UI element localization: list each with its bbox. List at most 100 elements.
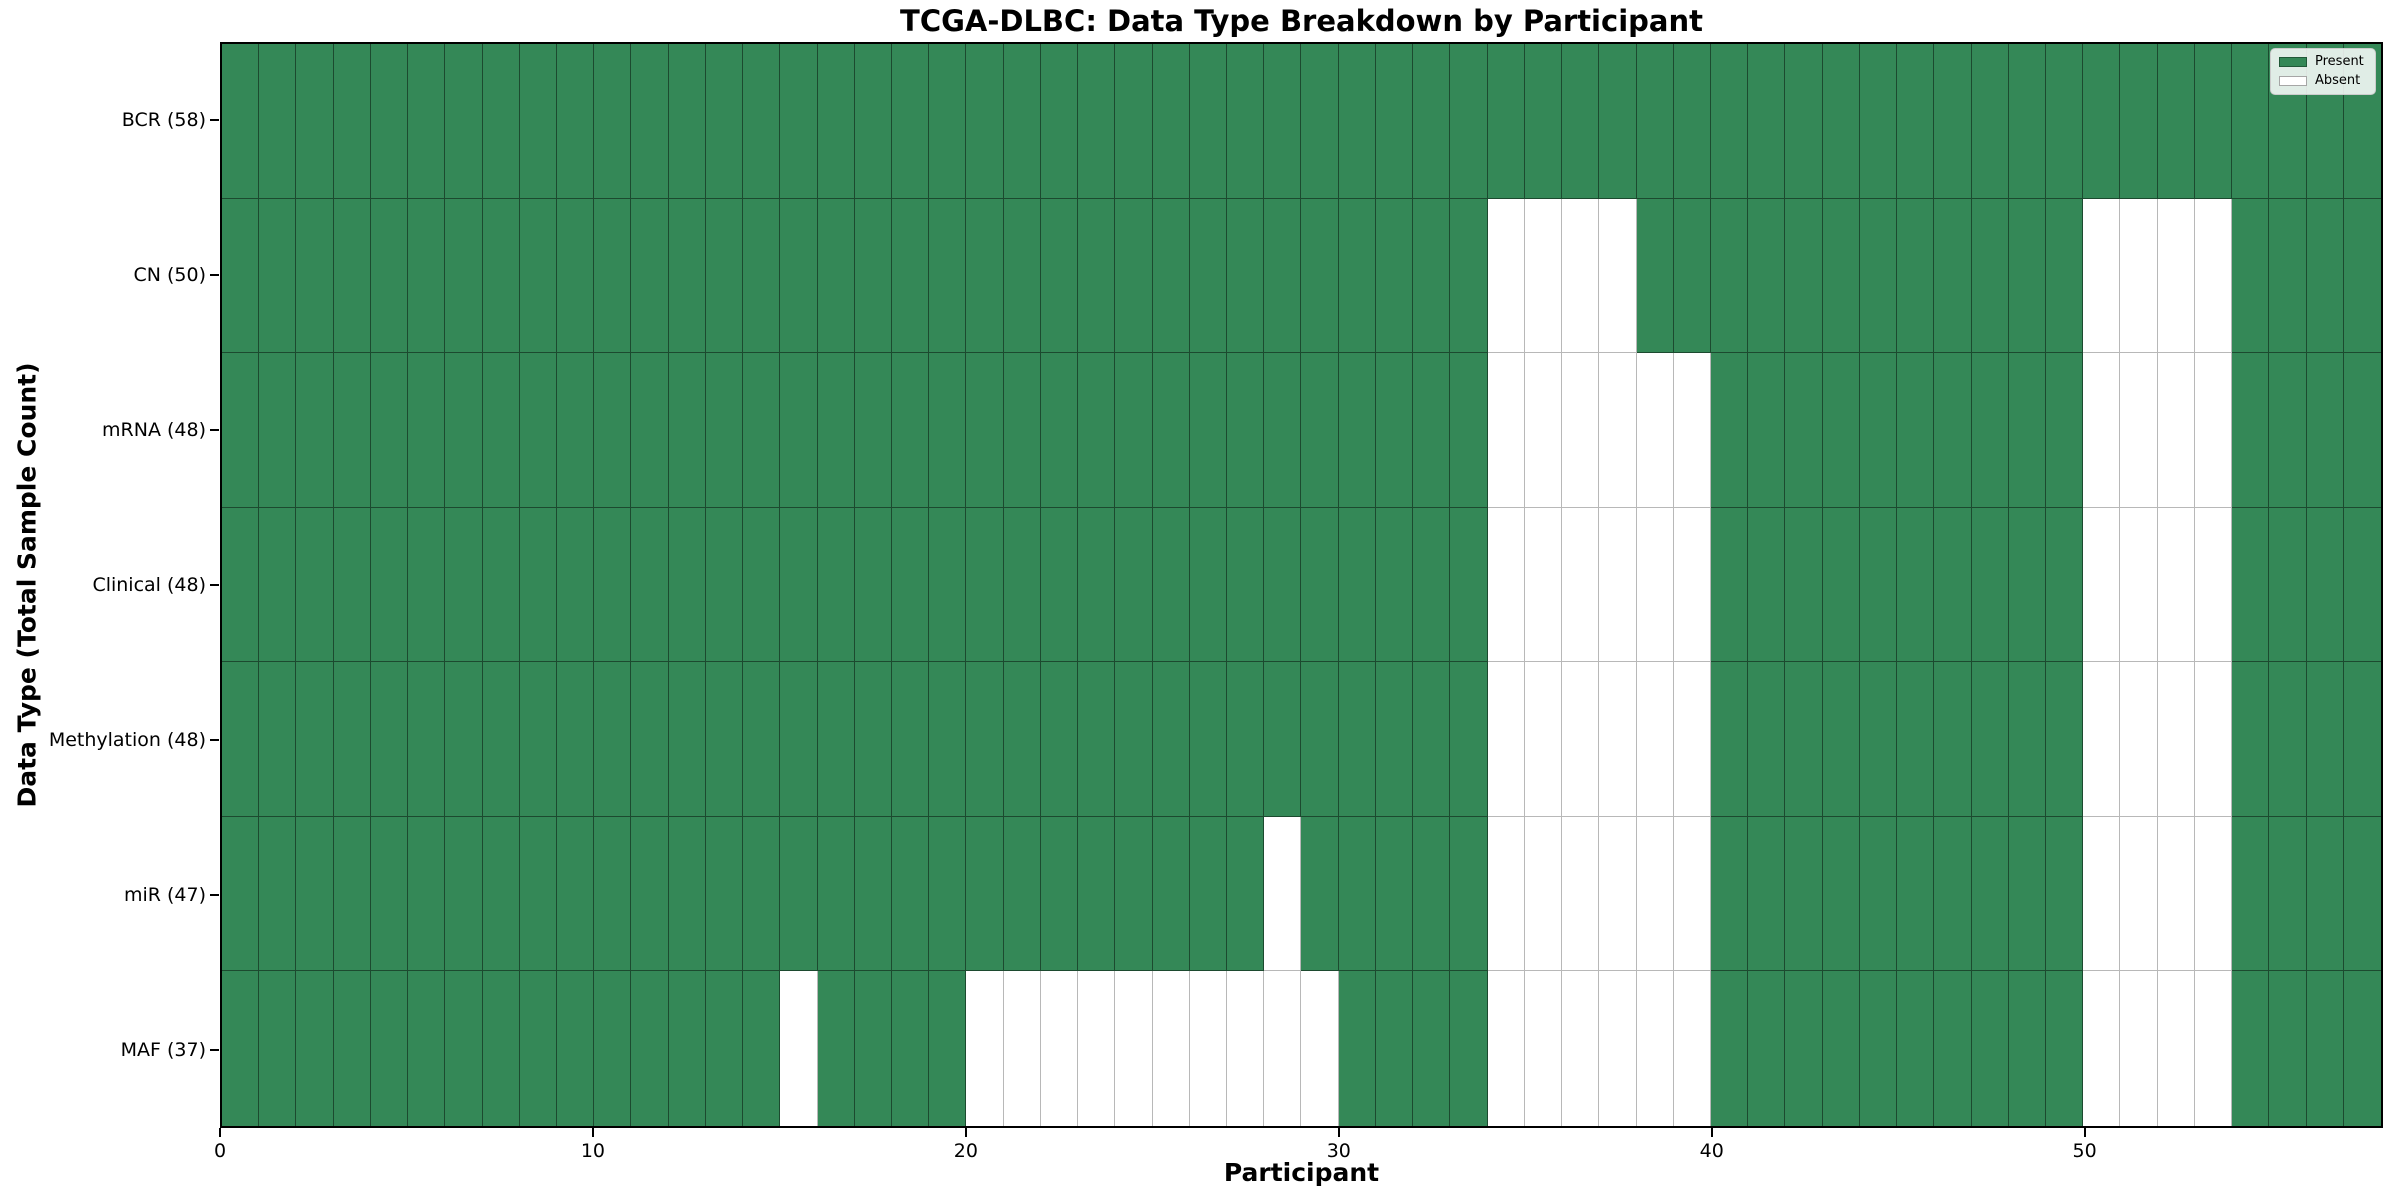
cell-Clinical-17 (854, 507, 893, 663)
cell-Clinical-55 (2269, 507, 2307, 663)
cell-mRNA-22 (1040, 353, 1079, 508)
cell-MAF-51 (2120, 971, 2158, 1126)
cell-Clinical-29 (1301, 507, 1339, 663)
cell-mRNA-10 (594, 353, 632, 508)
cell-mRNA-50 (2083, 353, 2121, 508)
cell-Methylation-6 (445, 662, 483, 817)
cell-BCR-36 (1562, 44, 1600, 199)
cell-MAF-42 (1785, 971, 1823, 1126)
cell-Methylation-41 (1748, 662, 1786, 817)
cell-Methylation-52 (2157, 662, 2195, 817)
cell-Methylation-50 (2083, 662, 2121, 817)
cell-MAF-48 (2008, 971, 2046, 1126)
cell-Clinical-39 (1673, 507, 1711, 663)
cell-mRNA-15 (780, 353, 818, 508)
cell-CN-2 (296, 198, 334, 354)
cell-mRNA-43 (1822, 353, 1860, 508)
cell-MAF-28 (1264, 971, 1302, 1126)
cell-BCR-7 (482, 44, 520, 199)
cell-mRNA-21 (1003, 353, 1041, 508)
cell-CN-50 (2083, 198, 2121, 354)
cell-CN-1 (259, 198, 297, 354)
cell-Methylation-57 (2343, 662, 2381, 817)
cell-miR-40 (1710, 816, 1749, 972)
cell-miR-39 (1673, 816, 1711, 972)
cell-mRNA-20 (966, 353, 1004, 508)
cell-BCR-45 (1897, 44, 1935, 199)
cell-MAF-41 (1748, 971, 1786, 1126)
cell-CN-9 (557, 198, 595, 354)
cell-Clinical-47 (1971, 507, 2009, 663)
cell-CN-19 (929, 198, 967, 354)
cell-CN-13 (705, 198, 744, 354)
cell-Methylation-49 (2045, 662, 2084, 817)
x-tick-mark-20 (964, 1128, 967, 1137)
cell-Clinical-57 (2343, 507, 2381, 663)
cell-Clinical-7 (482, 507, 520, 663)
cell-Clinical-4 (370, 507, 409, 663)
cell-CN-52 (2157, 198, 2195, 354)
cell-CN-8 (519, 198, 558, 354)
cell-mRNA-38 (1636, 353, 1674, 508)
cell-MAF-19 (929, 971, 967, 1126)
cell-BCR-42 (1785, 44, 1823, 199)
cell-Methylation-39 (1673, 662, 1711, 817)
cell-miR-36 (1562, 816, 1600, 972)
cell-miR-31 (1375, 816, 1414, 972)
cell-Clinical-19 (929, 507, 967, 663)
cell-CN-45 (1897, 198, 1935, 354)
cell-BCR-32 (1413, 44, 1451, 199)
cell-Methylation-45 (1897, 662, 1935, 817)
cell-miR-19 (929, 816, 967, 972)
cell-BCR-29 (1301, 44, 1339, 199)
cell-BCR-40 (1710, 44, 1749, 199)
cell-Clinical-44 (1859, 507, 1898, 663)
cell-MAF-32 (1413, 971, 1451, 1126)
cell-Clinical-16 (817, 507, 855, 663)
x-axis-label: Participant (1223, 1158, 1380, 1187)
cell-mRNA-24 (1115, 353, 1153, 508)
cell-MAF-40 (1710, 971, 1749, 1126)
cell-CN-26 (1189, 198, 1228, 354)
cell-Methylation-21 (1003, 662, 1041, 817)
cell-Clinical-23 (1078, 507, 1116, 663)
cell-mRNA-53 (2194, 353, 2233, 508)
cell-MAF-20 (966, 971, 1004, 1126)
cell-BCR-34 (1487, 44, 1525, 199)
cell-miR-52 (2157, 816, 2195, 972)
cell-MAF-30 (1338, 971, 1376, 1126)
cell-Clinical-31 (1375, 507, 1414, 663)
cell-CN-18 (892, 198, 930, 354)
cell-miR-24 (1115, 816, 1153, 972)
cell-MAF-50 (2083, 971, 2121, 1126)
cell-Methylation-38 (1636, 662, 1674, 817)
cell-Methylation-53 (2194, 662, 2233, 817)
cell-BCR-15 (780, 44, 818, 199)
cell-Methylation-9 (557, 662, 595, 817)
cell-MAF-46 (1934, 971, 1972, 1126)
cell-mRNA-26 (1189, 353, 1228, 508)
cell-Methylation-2 (296, 662, 334, 817)
cell-CN-16 (817, 198, 855, 354)
cell-BCR-43 (1822, 44, 1860, 199)
cell-CN-20 (966, 198, 1004, 354)
cell-MAF-37 (1599, 971, 1637, 1126)
legend-item-present: Present (2279, 54, 2367, 70)
cell-miR-15 (780, 816, 818, 972)
cell-Methylation-47 (1971, 662, 2009, 817)
cell-miR-28 (1264, 816, 1302, 972)
cell-MAF-33 (1450, 971, 1488, 1126)
cell-mRNA-46 (1934, 353, 1972, 508)
cell-CN-39 (1673, 198, 1711, 354)
cell-Methylation-40 (1710, 662, 1749, 817)
cell-miR-35 (1524, 816, 1563, 972)
cell-Methylation-10 (594, 662, 632, 817)
cell-Methylation-42 (1785, 662, 1823, 817)
cell-Clinical-43 (1822, 507, 1860, 663)
cell-MAF-39 (1673, 971, 1711, 1126)
x-tick-mark-50 (2083, 1128, 2086, 1137)
cell-CN-17 (854, 198, 893, 354)
cell-mRNA-5 (408, 353, 446, 508)
cell-BCR-23 (1078, 44, 1116, 199)
cell-Methylation-19 (929, 662, 967, 817)
